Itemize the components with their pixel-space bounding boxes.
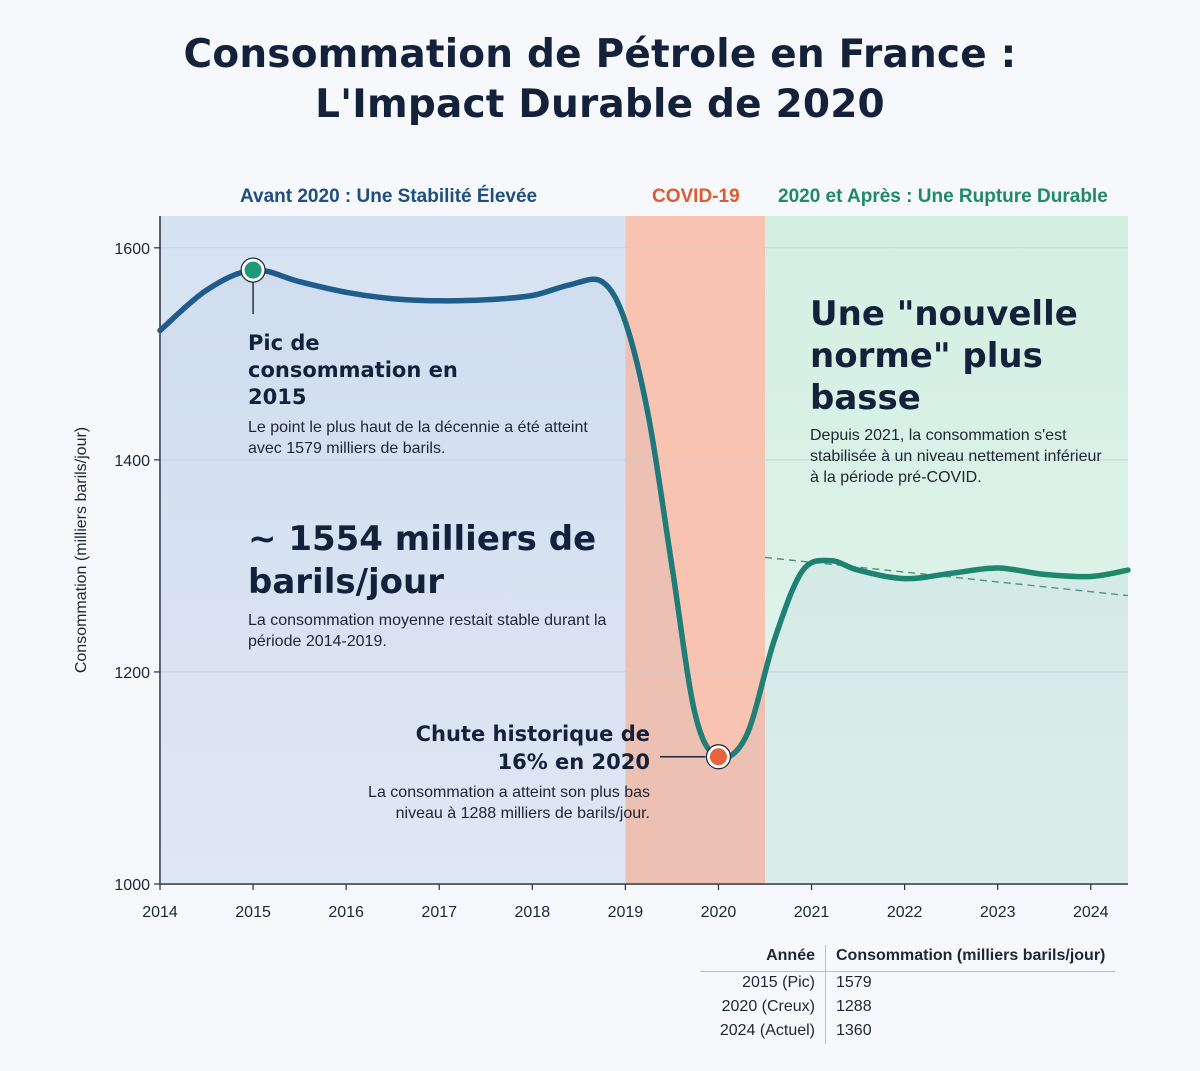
- x-tick-label-2017: 2017: [421, 904, 457, 921]
- annotation-drop-heading: Chute historique de 16% en 2020: [415, 722, 650, 774]
- x-tick-label-2018: 2018: [515, 904, 551, 921]
- annotation-norm-heading: Une "nouvelle norme" plus basse: [810, 294, 1078, 418]
- low-marker-ring: [705, 744, 732, 770]
- x-tick-label-2019: 2019: [608, 904, 644, 921]
- annotation-average-text: La consommation moyenne restait stable d…: [248, 612, 607, 650]
- annotation-norm: Une "nouvelle norme" plus basse Depuis 2…: [810, 293, 1110, 488]
- table-cell-value: 1360: [836, 1022, 872, 1039]
- series-area: [160, 269, 1128, 885]
- page-title: Consommation de Pétrole en France : L'Im…: [0, 30, 1200, 130]
- y-tick-label-1400: 1400: [114, 453, 150, 470]
- annotation-drop: Chute historique de 16% en 2020 La conso…: [360, 720, 650, 824]
- x-tick-label-2021: 2021: [794, 904, 830, 921]
- title-line-1: Consommation de Pétrole en France :: [183, 32, 1017, 77]
- phase-label-after: 2020 et Après : Une Rupture Durable: [778, 186, 1108, 207]
- annotation-peak-text: Le point le plus haut de la décennie a é…: [248, 419, 588, 457]
- table-cell-value: 1288: [836, 998, 872, 1015]
- series-line: [157, 267, 1131, 761]
- annotation-peak-heading: Pic de consommation en 2015: [248, 331, 458, 409]
- table-cell-year: 2024 (Actuel): [700, 1020, 826, 1044]
- y-tick-label-1200: 1200: [114, 665, 150, 682]
- table-row: 2024 (Actuel) 1360: [700, 1020, 1115, 1044]
- phase-label-covid: COVID-19: [652, 186, 740, 207]
- table-row: 2015 (Pic) 1579: [700, 971, 1115, 996]
- table-cell-year: 2015 (Pic): [700, 971, 826, 996]
- annotation-norm-text: Depuis 2021, la consommation s'est stabi…: [810, 427, 1102, 486]
- x-tick-label-2015: 2015: [235, 904, 271, 921]
- annotation-average: ~ 1554 milliers de barils/jour La consom…: [248, 518, 628, 652]
- summary-table: Année Consommation (milliers barils/jour…: [700, 945, 1116, 1044]
- y-axis-label: Consommation (milliers barils/jour): [73, 427, 90, 673]
- title-line-2: L'Impact Durable de 2020: [315, 82, 885, 127]
- region-covid: [625, 216, 765, 884]
- y-tick-label-1600: 1600: [114, 241, 150, 258]
- table-header-year: Année: [700, 945, 826, 972]
- x-tick-label-2020: 2020: [701, 904, 737, 921]
- x-tick-label-2016: 2016: [328, 904, 364, 921]
- low-marker: [706, 745, 730, 769]
- x-tick-label-2022: 2022: [887, 904, 923, 921]
- y-tick-label-1000: 1000: [114, 877, 150, 894]
- x-tick-label-2023: 2023: [980, 904, 1016, 921]
- peak-marker: [241, 258, 265, 282]
- table-row: 2020 (Creux) 1288: [700, 996, 1115, 1020]
- annotation-peak: Pic de consommation en 2015 Le point le …: [248, 330, 608, 459]
- annotation-average-heading: ~ 1554 milliers de barils/jour: [248, 519, 597, 602]
- table-header-row: Année Consommation (milliers barils/jour…: [700, 945, 1116, 972]
- table-header-consumption: Consommation (milliers barils/jour): [836, 947, 1106, 964]
- x-tick-label-2014: 2014: [142, 904, 178, 921]
- table-cell-value: 1579: [836, 974, 872, 991]
- peak-marker-ring: [240, 257, 266, 283]
- region-before: [160, 216, 626, 884]
- table-cell-year: 2020 (Creux): [700, 996, 826, 1020]
- annotation-drop-text: La consommation a atteint son plus bas n…: [368, 784, 650, 822]
- region-after: [765, 216, 1128, 884]
- phase-label-before: Avant 2020 : Une Stabilité Élevée: [240, 186, 538, 207]
- x-tick-label-2024: 2024: [1073, 904, 1109, 921]
